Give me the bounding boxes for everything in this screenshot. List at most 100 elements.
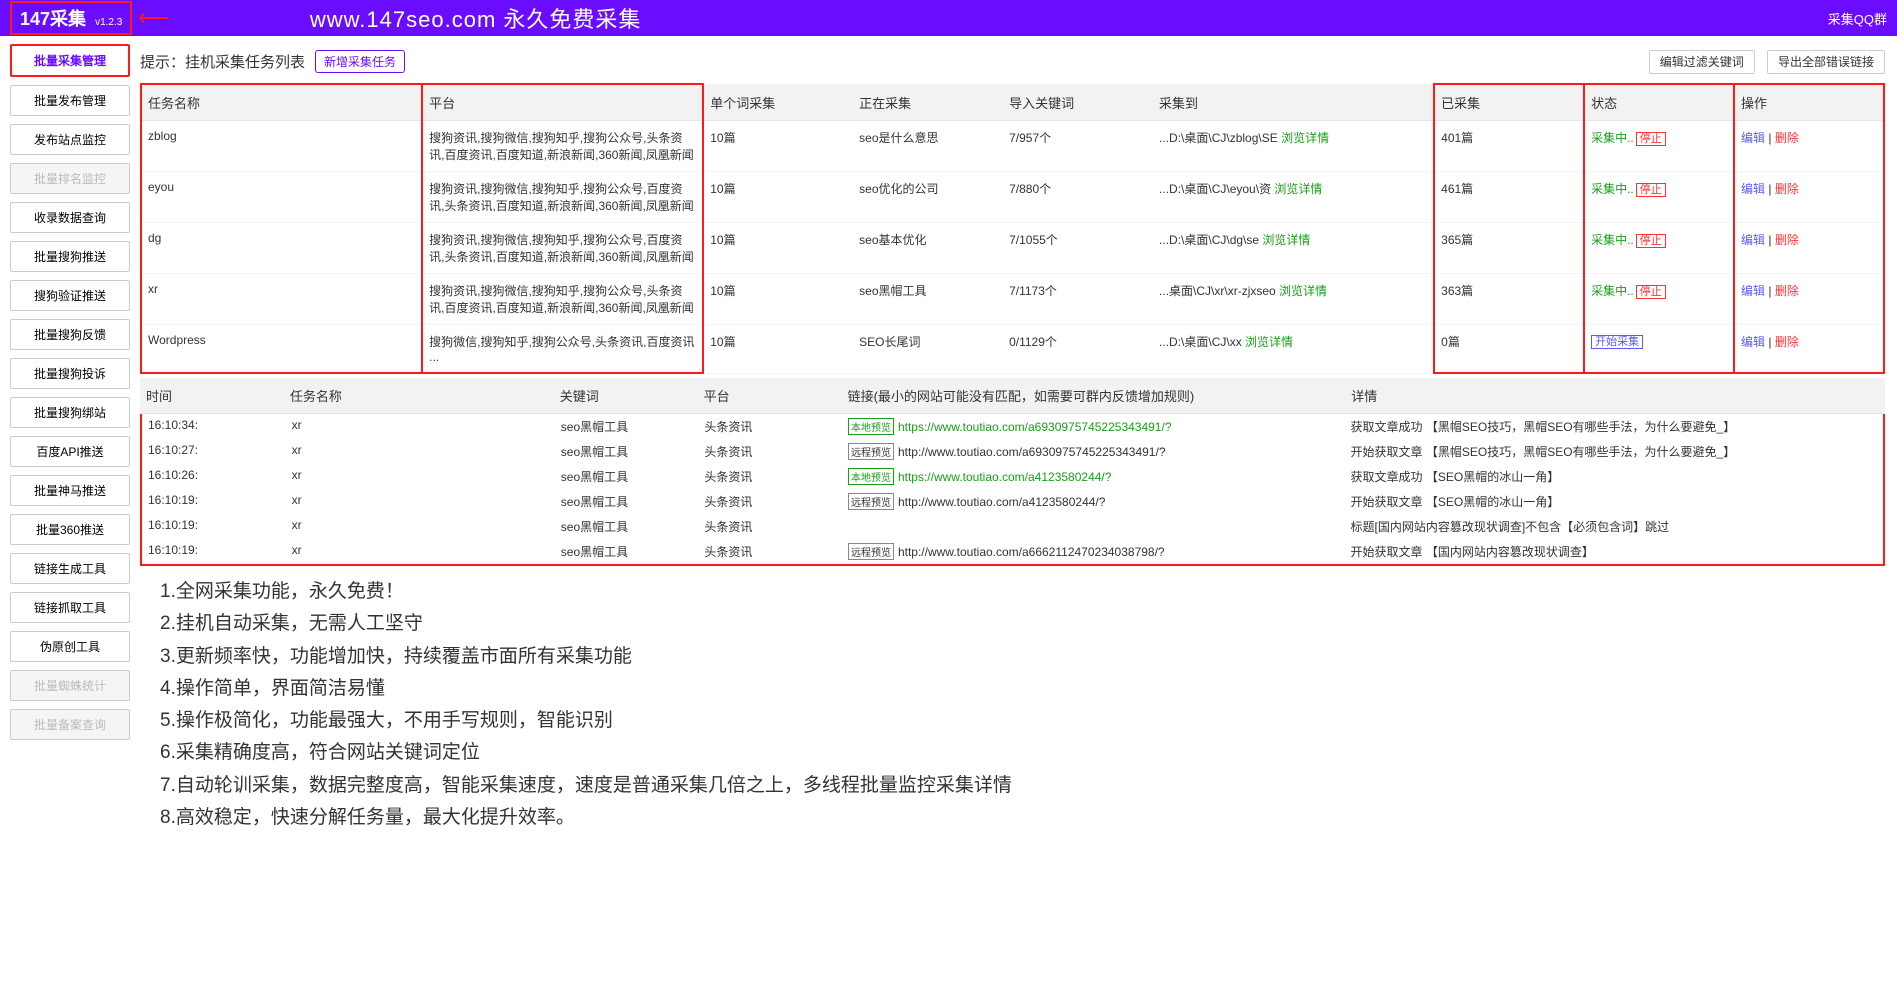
task-to: ...桌面\CJ\xr\xr-zjxseo 浏览详情 <box>1153 274 1434 325</box>
stop-button[interactable]: 停止 <box>1636 234 1666 248</box>
task-platform: 搜狗资讯,搜狗微信,搜狗知乎,搜狗公众号,头条资讯,百度资讯,百度知道,新浪新闻… <box>422 121 703 172</box>
task-status: 开始采集 <box>1584 325 1734 374</box>
task-status: 采集中..停止 <box>1584 223 1734 274</box>
sidebar-item-12[interactable]: 批量360推送 <box>10 514 130 545</box>
stop-button[interactable]: 停止 <box>1636 132 1666 146</box>
delete-link[interactable]: 删除 <box>1775 335 1799 349</box>
log-link[interactable]: http://www.toutiao.com/a6662112470234038… <box>898 545 1165 559</box>
feature-line: 4.操作简单，界面简洁易懂 <box>160 673 1865 705</box>
task-single: 10篇 <box>703 172 853 223</box>
start-button[interactable]: 开始采集 <box>1591 335 1643 349</box>
log-task: xr <box>286 539 555 564</box>
sidebar-item-8[interactable]: 批量搜狗投诉 <box>10 358 130 389</box>
log-keyword: seo黑帽工具 <box>555 464 699 489</box>
task-actions: 编辑 | 删除 <box>1734 325 1884 374</box>
edit-link[interactable]: 编辑 <box>1741 233 1765 247</box>
task-platform: 搜狗资讯,搜狗微信,搜狗知乎,搜狗公众号,头条资讯,百度资讯,百度知道,新浪新闻… <box>422 274 703 325</box>
edit-link[interactable]: 编辑 <box>1741 335 1765 349</box>
task-now: seo是什么意思 <box>853 121 1003 172</box>
task-col-5: 采集到 <box>1153 84 1434 121</box>
feature-line: 6.采集精确度高，符合网站关键词定位 <box>160 737 1865 769</box>
task-name: eyou <box>141 172 422 223</box>
log-detail: 开始获取文章 【SEO黑帽的冰山一角】 <box>1345 489 1883 514</box>
log-platform: 头条资讯 <box>698 539 842 564</box>
browse-detail-link[interactable]: 浏览详情 <box>1281 131 1329 145</box>
sidebar-item-4[interactable]: 收录数据查询 <box>10 202 130 233</box>
log-col-1: 任务名称 <box>284 378 554 414</box>
task-single: 10篇 <box>703 223 853 274</box>
log-link-cell: 远程预览 http://www.toutiao.com/a666211247023… <box>842 539 1345 564</box>
task-done: 461篇 <box>1434 172 1584 223</box>
task-to: ...D:\桌面\CJ\zblog\SE 浏览详情 <box>1153 121 1434 172</box>
export-error-button[interactable]: 导出全部错误链接 <box>1767 50 1885 74</box>
edit-link[interactable]: 编辑 <box>1741 131 1765 145</box>
task-col-1: 平台 <box>422 84 703 121</box>
log-link[interactable]: https://www.toutiao.com/a4123580244/? <box>898 470 1111 484</box>
task-now: SEO长尾词 <box>853 325 1003 374</box>
task-row: eyou搜狗资讯,搜狗微信,搜狗知乎,搜狗公众号,百度资讯,头条资讯,百度知道,… <box>141 172 1884 223</box>
sidebar-item-14[interactable]: 链接抓取工具 <box>10 592 130 623</box>
edit-link[interactable]: 编辑 <box>1741 284 1765 298</box>
app-header: 147采集 v1.2.3 ⟵ www.147seo.com 永久免费采集 采集Q… <box>0 0 1897 36</box>
hint-text: 提示：挂机采集任务列表 <box>140 51 305 72</box>
sidebar-item-17: 批量备案查询 <box>10 709 130 740</box>
stop-button[interactable]: 停止 <box>1636 183 1666 197</box>
preview-tag[interactable]: 本地预览 <box>848 418 894 435</box>
browse-detail-link[interactable]: 浏览详情 <box>1262 233 1310 247</box>
sidebar-item-10[interactable]: 百度API推送 <box>10 436 130 467</box>
hint-bar: 提示：挂机采集任务列表 新增采集任务 编辑过滤关键词 导出全部错误链接 <box>140 44 1885 83</box>
sidebar-item-15[interactable]: 伪原创工具 <box>10 631 130 662</box>
log-detail: 开始获取文章 【黑帽SEO技巧，黑帽SEO有哪些手法，为什么要避免_】 <box>1345 439 1883 464</box>
task-actions: 编辑 | 删除 <box>1734 172 1884 223</box>
sidebar-item-1[interactable]: 批量发布管理 <box>10 85 130 116</box>
stop-button[interactable]: 停止 <box>1636 285 1666 299</box>
sidebar-item-0[interactable]: 批量采集管理 <box>10 44 130 77</box>
delete-link[interactable]: 删除 <box>1775 182 1799 196</box>
browse-detail-link[interactable]: 浏览详情 <box>1274 182 1322 196</box>
preview-tag[interactable]: 本地预览 <box>848 468 894 485</box>
preview-tag[interactable]: 远程预览 <box>848 493 894 510</box>
sidebar-item-5[interactable]: 批量搜狗推送 <box>10 241 130 272</box>
task-row: Wordpress搜狗微信,搜狗知乎,搜狗公众号,头条资讯,百度资讯 ...10… <box>141 325 1884 374</box>
log-link-cell <box>842 514 1345 539</box>
task-status: 采集中..停止 <box>1584 274 1734 325</box>
sidebar-item-9[interactable]: 批量搜狗绑站 <box>10 397 130 428</box>
delete-link[interactable]: 删除 <box>1775 233 1799 247</box>
preview-tag[interactable]: 远程预览 <box>848 443 894 460</box>
log-col-2: 关键词 <box>554 378 698 414</box>
edit-link[interactable]: 编辑 <box>1741 182 1765 196</box>
sidebar-item-7[interactable]: 批量搜狗反馈 <box>10 319 130 350</box>
new-task-button[interactable]: 新增采集任务 <box>315 50 405 73</box>
feature-line: 1.全网采集功能，永久免费！ <box>160 576 1865 608</box>
sidebar-item-6[interactable]: 搜狗验证推送 <box>10 280 130 311</box>
task-col-3: 正在采集 <box>853 84 1003 121</box>
filter-keyword-button[interactable]: 编辑过滤关键词 <box>1649 50 1755 74</box>
sidebar-item-13[interactable]: 链接生成工具 <box>10 553 130 584</box>
browse-detail-link[interactable]: 浏览详情 <box>1279 284 1327 298</box>
log-keyword: seo黑帽工具 <box>555 514 699 539</box>
task-col-6: 已采集 <box>1434 84 1584 121</box>
browse-detail-link[interactable]: 浏览详情 <box>1245 335 1293 349</box>
log-time: 16:10:26: <box>142 464 286 489</box>
log-col-4: 链接(最小的网站可能没有匹配，如需要可群内反馈增加规则) <box>842 378 1346 414</box>
log-detail: 获取文章成功 【SEO黑帽的冰山一角】 <box>1345 464 1883 489</box>
log-link[interactable]: http://www.toutiao.com/a4123580244/? <box>898 495 1105 509</box>
task-to: ...D:\桌面\CJ\xx 浏览详情 <box>1153 325 1434 374</box>
task-done: 365篇 <box>1434 223 1584 274</box>
log-task: xr <box>286 464 555 489</box>
qq-group-link[interactable]: 采集QQ群 <box>1828 9 1887 28</box>
sidebar-item-11[interactable]: 批量神马推送 <box>10 475 130 506</box>
log-link[interactable]: http://www.toutiao.com/a6930975745225343… <box>898 445 1166 459</box>
log-platform: 头条资讯 <box>698 489 842 514</box>
preview-tag[interactable]: 远程预览 <box>848 543 894 560</box>
task-platform: 搜狗资讯,搜狗微信,搜狗知乎,搜狗公众号,百度资讯,头条资讯,百度知道,新浪新闻… <box>422 223 703 274</box>
log-link[interactable]: https://www.toutiao.com/a693097574522534… <box>898 420 1172 434</box>
log-task: xr <box>286 439 555 464</box>
delete-link[interactable]: 删除 <box>1775 131 1799 145</box>
task-name: dg <box>141 223 422 274</box>
delete-link[interactable]: 删除 <box>1775 284 1799 298</box>
log-task: xr <box>286 489 555 514</box>
task-import: 7/1173个 <box>1003 274 1153 325</box>
log-col-0: 时间 <box>140 378 284 414</box>
sidebar-item-2[interactable]: 发布站点监控 <box>10 124 130 155</box>
